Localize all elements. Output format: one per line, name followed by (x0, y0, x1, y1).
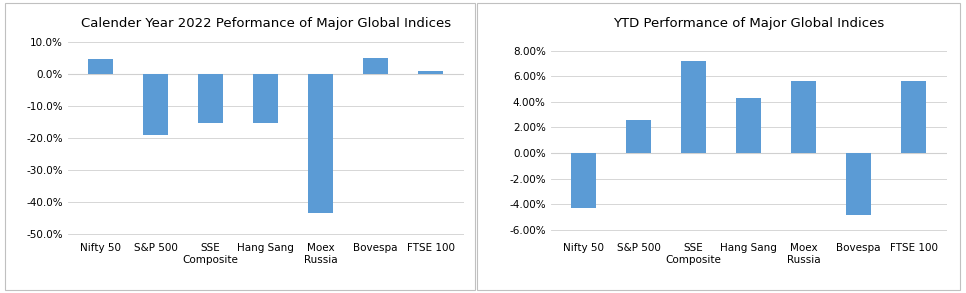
Bar (681, 61, 706, 153)
Bar (571, 153, 596, 208)
Title: Calender Year 2022 Peformance of Major Global Indices: Calender Year 2022 Peformance of Major G… (80, 17, 451, 30)
Bar (308, 74, 333, 213)
Bar (253, 74, 278, 123)
Bar (143, 74, 168, 135)
Bar (626, 120, 651, 153)
Bar (418, 71, 443, 74)
Bar (88, 59, 113, 74)
Bar (901, 81, 926, 153)
Bar (363, 58, 388, 74)
Title: YTD Performance of Major Global Indices: YTD Performance of Major Global Indices (613, 17, 884, 30)
Bar (198, 74, 223, 123)
Bar (791, 81, 816, 153)
Bar (846, 153, 871, 214)
Bar (736, 98, 761, 153)
